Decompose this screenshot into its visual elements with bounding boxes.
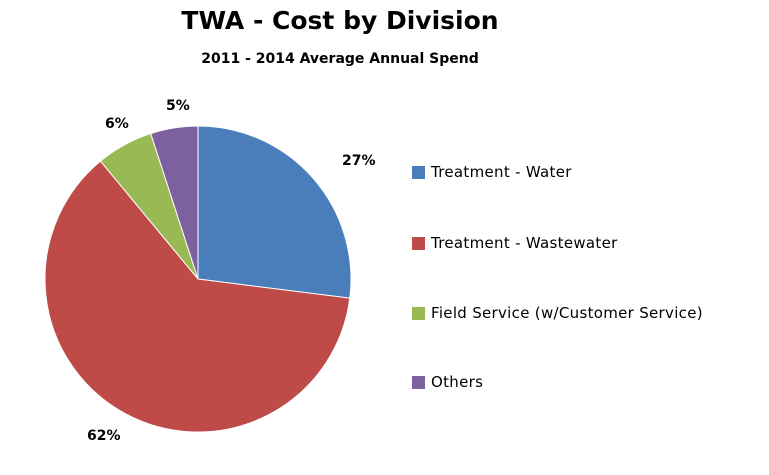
legend-label-4: Others <box>431 373 484 391</box>
data-label-1: 27% <box>342 153 376 169</box>
legend-item-1: Treatment - Water <box>412 160 572 184</box>
legend-item-3: Field Service (w/Customer Service) <box>412 301 703 325</box>
pie-slice-1 <box>197 125 352 299</box>
chart-subtitle: 2011 - 2014 Average Annual Spend <box>201 51 479 67</box>
legend-swatch-1 <box>412 165 425 179</box>
pie-slice-4 <box>150 125 199 280</box>
legend-label-2: Treatment - Wastewater <box>431 234 618 252</box>
legend-swatch-4 <box>412 375 425 389</box>
data-label-2: 62% <box>87 428 121 444</box>
legend-swatch-3 <box>412 306 425 320</box>
chart-title: TWA - Cost by Division <box>181 6 499 35</box>
legend-item-4: Others <box>412 370 483 394</box>
data-label-4: 5% <box>166 98 190 114</box>
pie-slice-2 <box>44 160 351 433</box>
legend-label-1: Treatment - Water <box>431 163 572 181</box>
legend-swatch-2 <box>412 236 425 250</box>
legend-label-3: Field Service (w/Customer Service) <box>431 304 703 322</box>
data-label-3: 6% <box>105 116 129 132</box>
legend-item-2: Treatment - Wastewater <box>412 231 618 255</box>
